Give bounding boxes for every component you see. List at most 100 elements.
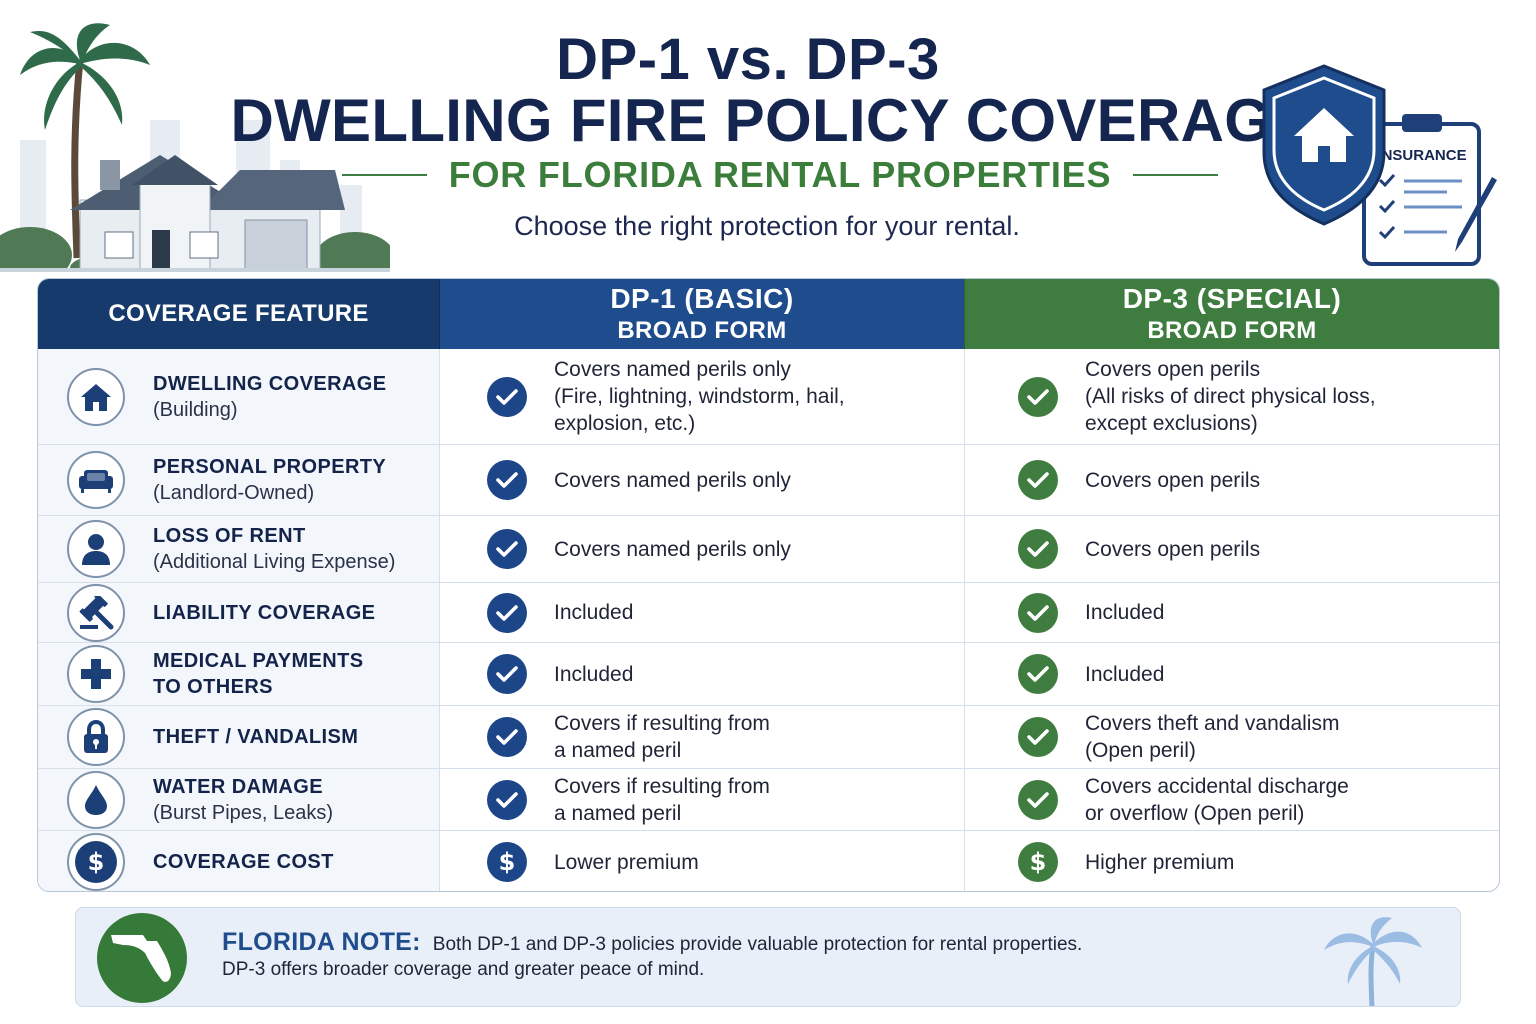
dp3-dollar-badge-icon: $ [1018,842,1058,882]
dp1-coverage-text: Covers named perils only (Fire, lightning… [554,356,845,437]
table-row: THEFT / VANDALISM Covers if resulting fro… [38,705,1499,768]
dp1-text-line1: Covers named perils only [554,537,791,561]
dp3-cell: Included [964,583,1499,642]
note-text-1: Both DP-1 and DP-3 policies provide valu… [432,934,1083,955]
medical-cross-icon [67,645,125,703]
dp3-text-line1: Covers open perils [1085,468,1261,492]
dp3-checkmark-badge-icon [1018,654,1058,694]
dp1-coverage-text: Covers if resulting from a named peril [554,773,770,827]
table-header: COVERAGE FEATURE DP-1 (BASIC) BROAD FORM… [38,279,1499,349]
dollar-glyph: $ [1029,848,1047,876]
dp3-coverage-text: Included [1085,599,1164,626]
dp3-cell: Covers open perils [964,445,1499,515]
feature-name: PERSONAL PROPERTY [153,456,387,478]
svg-text:$: $ [88,848,105,876]
dp3-coverage-text: Covers accidental discharge or overflow (… [1085,773,1349,827]
feature-label: PERSONAL PROPERTY (Landlord-Owned) [153,454,386,506]
page-title-line1: DP-1 vs. DP-3 [556,27,940,92]
dp1-coverage-text: Covers if resulting from a named peril [554,710,770,764]
feature-label: MEDICAL PAYMENTS TO OTHERS [153,648,364,700]
table-row: MEDICAL PAYMENTS TO OTHERS Included Include… [38,642,1499,705]
dp1-text-line1: Covers if resulting from [554,712,770,735]
florida-note: FLORIDA NOTE: Both DP-1 and DP-3 policies… [75,907,1461,1007]
dp3-checkmark-badge-icon [1018,592,1058,633]
feature-cell: WATER DAMAGE (Burst Pipes, Leaks) [38,769,439,830]
dp1-text-line1: Covers named perils only [554,468,791,492]
feature-subtitle: (Landlord-Owned) [153,482,315,504]
dp1-subtitle: BROAD FORM [617,317,787,344]
dp1-text-line2: a named peril [554,739,682,762]
tagline: Choose the right protection for your ren… [514,211,1020,241]
feature-name: LOSS OF RENT [153,525,306,547]
feature-subtitle: (Burst Pipes, Leaks) [153,801,334,824]
dp1-cell: Included [439,643,964,705]
dp1-text-line1: Lower premium [554,850,699,874]
page-title-line2: DWELLING FIRE POLICY COVERAGE [230,87,1312,154]
dp3-cell: Covers open perils (All risks of direct p… [964,349,1499,444]
dp1-cell: $ Lower premium [439,831,964,891]
dp3-checkmark-badge-icon [1018,376,1058,417]
dp3-text-line1: Higher premium [1085,850,1235,874]
feature-name-line2: TO OTHERS [153,676,273,698]
dp1-title: DP-1 (BASIC) [610,283,794,314]
insurance-shield-clipboard-illustration: INSURANCE [1262,64,1497,266]
dp3-checkmark-badge-icon [1018,460,1058,500]
feature-subtitle: (Additional Living Expense) [153,551,396,573]
dp1-checkmark-badge-icon [487,654,527,694]
dp3-coverage-text: Covers open perils [1085,536,1260,563]
note-label: FLORIDA NOTE: [222,928,421,956]
feature-label: WATER DAMAGE (Burst Pipes, Leaks) [153,774,333,826]
table-row: WATER DAMAGE (Burst Pipes, Leaks) Covers i… [38,768,1499,830]
feature-name: THEFT / VANDALISM [153,726,359,748]
feature-cell: THEFT / VANDALISM [38,706,439,768]
column-header-feature: COVERAGE FEATURE [38,279,439,349]
dp3-checkmark-badge-icon [1018,717,1058,757]
table-row: LOSS OF RENT (Additional Living Expense) C… [38,515,1499,582]
florida-map-icon [97,913,187,1003]
dp1-coverage-text: Covers named perils only [554,467,791,494]
dp1-coverage-text: Lower premium [554,849,699,876]
dp1-text-line1: Covers if resulting from [554,774,770,798]
note-text-2: DP-3 offers broader coverage and greater… [222,959,705,980]
feature-name: WATER DAMAGE [153,775,323,798]
dp3-coverage-text: Included [1085,661,1164,688]
feature-cell: $ COVERAGE COST [38,831,439,891]
dp1-checkmark-badge-icon [487,376,527,417]
dp3-title: DP-3 (SPECIAL) [1122,283,1342,314]
dp3-checkmark-badge-icon [1018,529,1058,569]
person-icon [67,520,125,578]
dollar-coin-icon: $ [67,833,125,891]
feature-label: LIABILITY COVERAGE [153,600,375,626]
dp1-coverage-text: Included [554,599,633,626]
subtitle-rule-right [1133,174,1219,176]
padlock-icon [67,708,125,766]
column-header-dp3: DP-3 (SPECIAL) BROAD FORM [964,279,1499,349]
table-row: $ COVERAGE COST $ Lower premium $ Higher prem… [38,830,1499,891]
dp1-checkmark-badge-icon [487,717,527,757]
dp1-coverage-text: Included [554,661,633,688]
dp3-text-line2: (All risks of direct physical loss, [1085,385,1376,408]
page-subtitle: FOR FLORIDA RENTAL PROPERTIES [448,154,1112,195]
dp1-text-line3: explosion, etc.) [554,412,696,435]
palm-tree-icon [1324,917,1422,1006]
table-row: DWELLING COVERAGE (Building) Covers named … [38,349,1499,444]
house-icon [67,367,125,426]
rental-house-illustration [0,23,390,272]
feature-cell: MEDICAL PAYMENTS TO OTHERS [38,643,439,705]
table-row: PERSONAL PROPERTY (Landlord-Owned) Covers … [38,444,1499,515]
column-header-dp1: DP-1 (BASIC) BROAD FORM [439,279,964,349]
sofa-icon [67,451,125,509]
feature-label: THEFT / VANDALISM [153,724,358,750]
dp3-text-line1: Included [1085,662,1165,686]
dp1-cell: Covers named perils only [439,445,964,515]
dollar-glyph: $ [498,848,516,876]
feature-cell: PERSONAL PROPERTY (Landlord-Owned) [38,445,439,515]
feature-label: LOSS OF RENT (Additional Living Expense) [153,523,395,575]
dp3-checkmark-badge-icon [1018,779,1058,820]
table-row: LIABILITY COVERAGE Included Included [38,582,1499,642]
feature-cell: LOSS OF RENT (Additional Living Expense) [38,516,439,582]
dp3-coverage-text: Covers open perils [1085,467,1260,494]
gavel-icon [67,583,125,642]
note-line1: FLORIDA NOTE: Both DP-1 and DP-3 policies… [222,928,1082,957]
dp3-text-line1: Covers open perils [1085,537,1261,561]
